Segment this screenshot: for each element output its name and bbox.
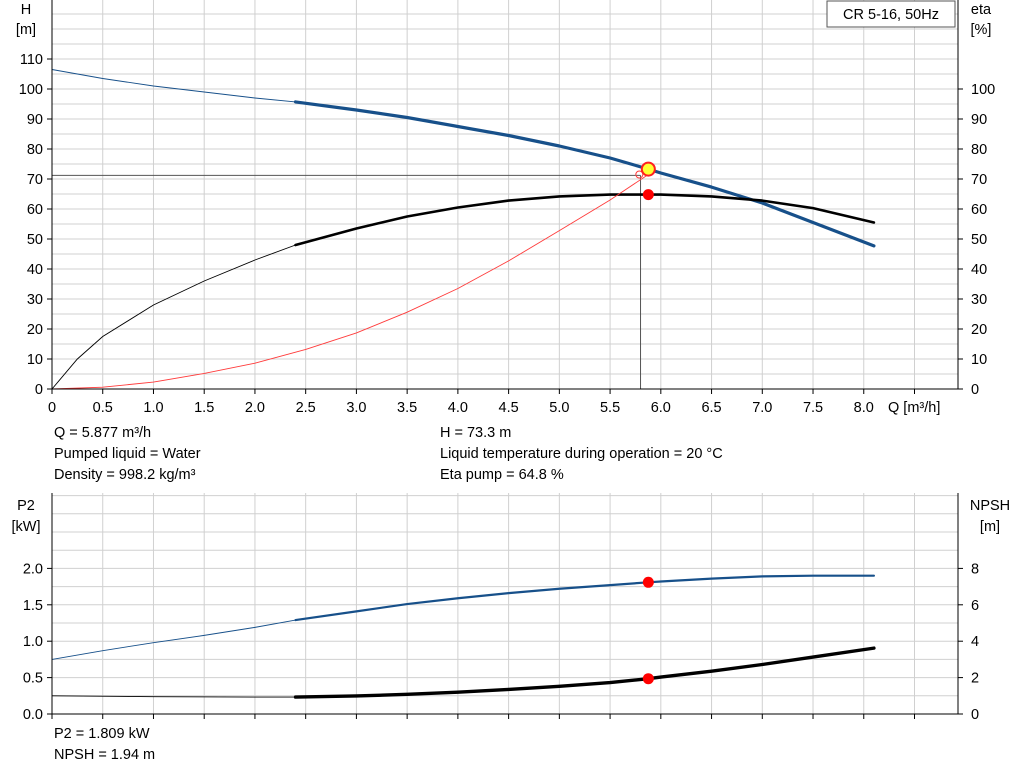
x-tick-label: 3.5 (397, 400, 417, 416)
y-tick-label-left: 100 (19, 82, 43, 98)
x-tick-label: 7.0 (752, 400, 772, 416)
series-eta-thin (51, 244, 296, 390)
x-tick-label: 2.0 (245, 400, 265, 416)
y-tick-label-left: 10 (27, 352, 43, 368)
y-tick-label-right: 8 (971, 561, 979, 577)
y-tick-label-left: 50 (27, 232, 43, 248)
series-p2-thin (51, 619, 296, 660)
duty-point-marker (640, 161, 656, 177)
x-tick-label: 5.0 (549, 400, 569, 416)
p2-point-marker (642, 576, 654, 588)
y-axis-label-right-top: eta (971, 2, 992, 18)
y-tick-label-left: 0.5 (23, 671, 43, 687)
y-axis-label-left-top: H (21, 2, 31, 18)
series-eta-bold (294, 193, 876, 247)
info-density: Density = 998.2 kg/m³ (54, 467, 196, 483)
y-tick-label-left: 20 (27, 322, 43, 338)
top-axes: 0 0.5 1.0 1.5 2.0 2.5 3.0 3.5 4.0 4.5 5.0 5.5 6.0 6.5… (19, 0, 995, 416)
info-npsh: NPSH = 1.94 m (54, 747, 156, 763)
series-h-thin (51, 69, 296, 103)
y-tick-label-right: 60 (971, 202, 987, 218)
model-legend-text: CR 5-16, 50Hz (843, 7, 939, 23)
y-axis-unit-right-top: [%] (971, 22, 992, 38)
y-tick-label-left: 40 (27, 262, 43, 278)
npsh-point-marker (642, 673, 654, 685)
x-tick-label: 6.5 (701, 400, 721, 416)
y-tick-label-right: 4 (971, 634, 979, 650)
x-tick-label: 0 (48, 400, 56, 416)
series-npsh-thin (51, 695, 296, 698)
x-tick-label: 2.5 (296, 400, 316, 416)
y-tick-label-left: 70 (27, 172, 43, 188)
y-axis-unit-left-top: [m] (16, 22, 36, 38)
info-eta: Eta pump = 64.8 % (440, 467, 564, 483)
series-p2-bold (294, 574, 876, 622)
x-axis-label: Q [m³/h] (888, 400, 940, 416)
info-temp: Liquid temperature during operation = 20… (440, 446, 723, 462)
x-tick-label: 1.5 (194, 400, 214, 416)
y-axis-label-left-bottom: P2 (17, 498, 35, 514)
y-axis-unit-left-bottom: [kW] (12, 519, 41, 535)
y-tick-label-right: 0 (971, 382, 979, 398)
info-q: Q = 5.877 m³/h (54, 425, 152, 441)
y-tick-label-left: 2.0 (23, 561, 43, 577)
operating-point-markers (635, 161, 656, 685)
y-tick-label-left: 90 (27, 112, 43, 128)
y-tick-label-right: 20 (971, 322, 987, 338)
y-tick-label-left: 30 (27, 292, 43, 308)
y-tick-label-left: 60 (27, 202, 43, 218)
x-tick-label: 0.5 (93, 400, 113, 416)
eta-point-marker (642, 189, 654, 201)
x-tick-label: 4.0 (448, 400, 468, 416)
y-tick-label-left: 1.0 (23, 634, 43, 650)
y-tick-label-right: 30 (971, 292, 987, 308)
y-tick-label-right: 50 (971, 232, 987, 248)
y-tick-label-right: 0 (971, 707, 979, 723)
x-tick-label: 5.5 (600, 400, 620, 416)
top-grid (51, 0, 958, 389)
y-tick-label-right: 90 (971, 112, 987, 128)
y-tick-label-right: 100 (971, 82, 995, 98)
y-tick-label-right: 10 (971, 352, 987, 368)
info-liquid: Pumped liquid = Water (54, 446, 201, 462)
y-tick-label-left: 0.0 (23, 707, 43, 723)
axis-labels: H [m] eta [%] Q [m³/h] P2 [kW] NPSH [m] CR 5-16, … (12, 0, 1010, 535)
x-tick-label: 3.0 (346, 400, 366, 416)
x-tick-label: 4.5 (499, 400, 519, 416)
x-tick-label: 8.0 (854, 400, 874, 416)
y-tick-label-left: 0 (35, 382, 43, 398)
y-tick-label-right: 40 (971, 262, 987, 278)
x-tick-label: 6.0 (651, 400, 671, 416)
info-p2: P2 = 1.809 kW (54, 726, 150, 742)
y-tick-label-right: 6 (971, 598, 979, 614)
x-tick-label: 7.5 (803, 400, 823, 416)
series-h-bold (293, 100, 876, 248)
y-tick-label-right: 80 (971, 142, 987, 158)
y-tick-label-right: 2 (971, 671, 979, 687)
model-legend-box (826, 0, 956, 28)
y-tick-label-left: 80 (27, 142, 43, 158)
x-tick-label: 1.0 (143, 400, 163, 416)
series-npsh-bold (293, 646, 876, 699)
bottom-series (51, 574, 876, 699)
series-system-line (51, 174, 649, 390)
top-series (51, 69, 876, 390)
y-tick-label-right: 70 (971, 172, 987, 188)
info-h: H = 73.3 m (440, 425, 512, 441)
y-tick-label-left: 1.5 (23, 598, 43, 614)
y-axis-unit-right-bottom: [m] (980, 519, 1000, 535)
bottom-axes: 0.0 0.5 1.0 1.5 2.0 0 2 4 6 8 (23, 493, 979, 723)
y-tick-label-left: 110 (20, 52, 43, 68)
system-point-marker (635, 170, 644, 179)
bottom-grid (51, 493, 958, 714)
y-axis-label-right-bottom: NPSH (970, 498, 1010, 514)
